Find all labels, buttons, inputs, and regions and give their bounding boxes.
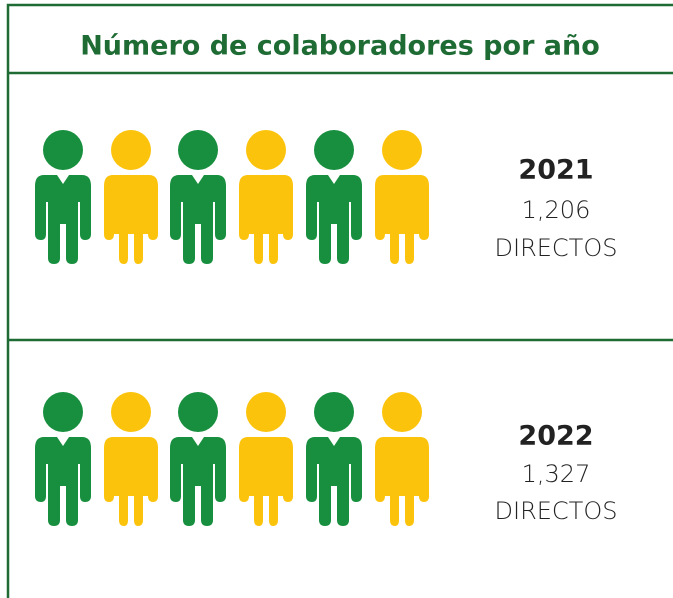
count-label: DIRECTOS: [495, 497, 618, 525]
count: 1,327: [522, 460, 591, 488]
title: Número de colaboradores por año: [80, 31, 600, 62]
count-label: DIRECTOS: [495, 234, 618, 262]
year: 2021: [518, 155, 593, 186]
count: 1,206: [522, 196, 591, 224]
year: 2022: [518, 421, 593, 452]
frame: [6, 3, 673, 598]
people-row: [35, 130, 429, 264]
people-row: [35, 392, 429, 526]
